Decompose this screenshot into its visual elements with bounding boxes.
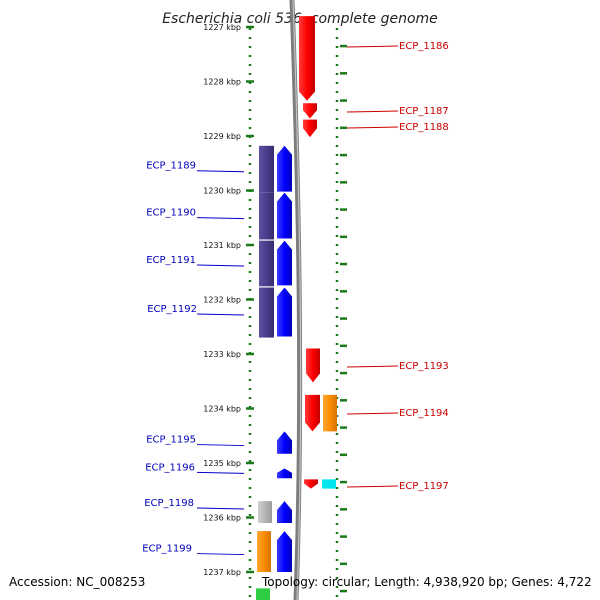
ruler-tick-label: 1234 kbp xyxy=(203,405,241,414)
label-leader xyxy=(346,412,399,415)
gene-arrow-ecp-1191[interactable] xyxy=(277,240,292,286)
label-leader xyxy=(196,507,245,510)
gene-arrow-ecp-1197[interactable] xyxy=(304,479,318,489)
gene-label-ecp-1199[interactable]: ECP_1199 xyxy=(142,544,192,555)
gene-arrow-ecp-1198[interactable] xyxy=(277,501,292,523)
misc-feature-cyan xyxy=(322,479,336,489)
gene-labels: ECP_1189 ECP_1190 ECP_1191 ECP_1192 ECP_1195… xyxy=(142,41,449,556)
forward-strand-track xyxy=(299,16,320,489)
gene-label-ecp-1186[interactable]: ECP_1186 xyxy=(399,41,449,52)
ruler-ticks: 1227 kbp 1228 kbp 1229 kbp 1230 kbp 1231 kbp… xyxy=(203,23,347,593)
gene-arrow-ecp-1192[interactable] xyxy=(277,287,292,337)
label-leader xyxy=(196,217,245,220)
gene-label-ecp-1192[interactable]: ECP_1192 xyxy=(147,304,197,315)
gene-label-ecp-1196[interactable]: ECP_1196 xyxy=(145,462,195,473)
gene-label-ecp-1197[interactable]: ECP_1197 xyxy=(399,481,449,492)
gene-label-ecp-1190[interactable]: ECP_1190 xyxy=(146,208,196,219)
misc-feature-track xyxy=(256,394,337,600)
label-leader xyxy=(196,264,245,267)
gene-label-ecp-1188[interactable]: ECP_1188 xyxy=(399,122,449,133)
gene-arrow-ecp-1189[interactable] xyxy=(277,145,292,192)
misc-feature-green xyxy=(256,588,270,600)
label-leader xyxy=(196,553,245,556)
gene-arrow-ecp-1196[interactable] xyxy=(277,468,292,479)
misc-feature-orange xyxy=(323,394,337,432)
gc-skew-track xyxy=(259,145,274,338)
gene-arrow-ecp-1193[interactable] xyxy=(306,348,320,383)
gene-arrow-ecp-1199[interactable] xyxy=(277,531,292,572)
misc-feature-gray xyxy=(258,501,272,523)
ruler-tick-label: 1232 kbp xyxy=(203,296,241,305)
gene-label-ecp-1195[interactable]: ECP_1195 xyxy=(146,435,196,446)
gc-skew-segment xyxy=(259,145,274,193)
gene-label-ecp-1194[interactable]: ECP_1194 xyxy=(399,408,449,419)
label-leader xyxy=(346,126,399,129)
gene-label-ecp-1189[interactable]: ECP_1189 xyxy=(146,161,196,172)
gc-skew-segment xyxy=(259,192,274,240)
ruler-tick-label: 1235 kbp xyxy=(203,459,241,468)
ruler-tick-label: 1231 kbp xyxy=(203,241,241,250)
gene-arrow-ecp-1186[interactable] xyxy=(299,16,315,101)
gene-label-ecp-1193[interactable]: ECP_1193 xyxy=(399,361,449,372)
gene-arrow-ecp-1194[interactable] xyxy=(305,394,320,432)
label-leader xyxy=(196,444,245,447)
ruler-tick-label: 1233 kbp xyxy=(203,350,241,359)
ruler-tick-label: 1228 kbp xyxy=(203,78,241,87)
genome-backbone xyxy=(289,0,303,600)
reverse-strand-track xyxy=(277,145,292,572)
ruler-tick-label: 1237 kbp xyxy=(203,568,241,577)
ruler-tick-label: 1230 kbp xyxy=(203,187,241,196)
gene-arrow-ecp-1195[interactable] xyxy=(277,431,292,454)
label-leader xyxy=(196,313,245,316)
gc-skew-segment xyxy=(259,287,274,338)
accession-text: Accession: NC_008253 xyxy=(9,575,145,589)
ruler-tick-label: 1229 kbp xyxy=(203,132,241,141)
gc-skew-segment xyxy=(259,240,274,287)
gene-label-ecp-1191[interactable]: ECP_1191 xyxy=(146,255,196,266)
gene-label-ecp-1187[interactable]: ECP_1187 xyxy=(399,106,449,117)
ruler-tick-label: 1236 kbp xyxy=(203,514,241,523)
gene-arrow-ecp-1187[interactable] xyxy=(303,103,317,119)
label-leader xyxy=(346,365,399,368)
gene-label-ecp-1198[interactable]: ECP_1198 xyxy=(144,498,194,509)
ruler-tick-label: 1227 kbp xyxy=(203,23,241,32)
label-leader xyxy=(346,485,399,488)
misc-feature-orange xyxy=(257,531,271,572)
label-leader xyxy=(196,170,245,173)
gene-arrow-ecp-1190[interactable] xyxy=(277,192,292,239)
gene-arrow-ecp-1188[interactable] xyxy=(303,119,317,138)
topology-text: Topology: circular; Length: 4,938,920 bp… xyxy=(261,575,592,589)
label-leader xyxy=(196,471,245,474)
label-leader xyxy=(346,45,399,48)
genome-backbone-highlight xyxy=(292,0,302,600)
label-leader xyxy=(346,110,399,113)
